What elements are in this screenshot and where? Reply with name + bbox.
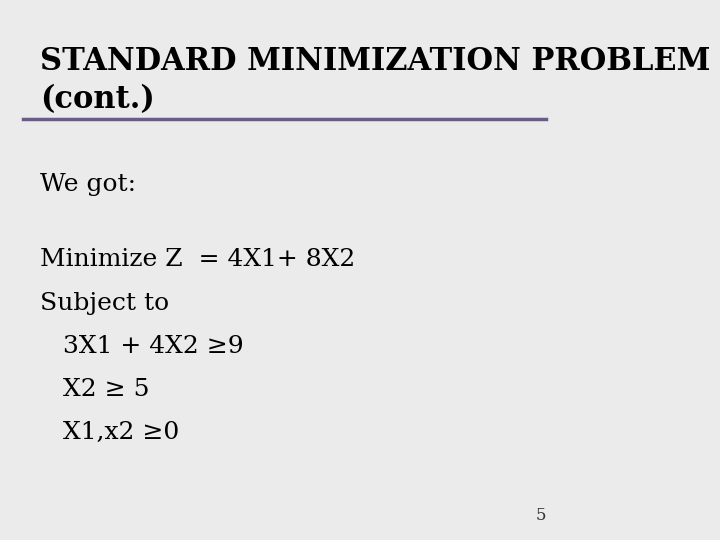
Text: Subject to: Subject to — [40, 292, 169, 315]
Text: Minimize Z  = 4X1+ 8X2: Minimize Z = 4X1+ 8X2 — [40, 248, 355, 272]
Text: 5: 5 — [536, 507, 546, 524]
Text: We got:: We got: — [40, 173, 136, 196]
Text: (cont.): (cont.) — [40, 84, 155, 114]
Text: STANDARD MINIMIZATION PROBLEM: STANDARD MINIMIZATION PROBLEM — [40, 46, 710, 77]
Text: 3X1 + 4X2 ≥9: 3X1 + 4X2 ≥9 — [63, 335, 243, 358]
Text: X1,x2 ≥0: X1,x2 ≥0 — [63, 421, 179, 444]
Text: X2 ≥ 5: X2 ≥ 5 — [63, 378, 149, 401]
